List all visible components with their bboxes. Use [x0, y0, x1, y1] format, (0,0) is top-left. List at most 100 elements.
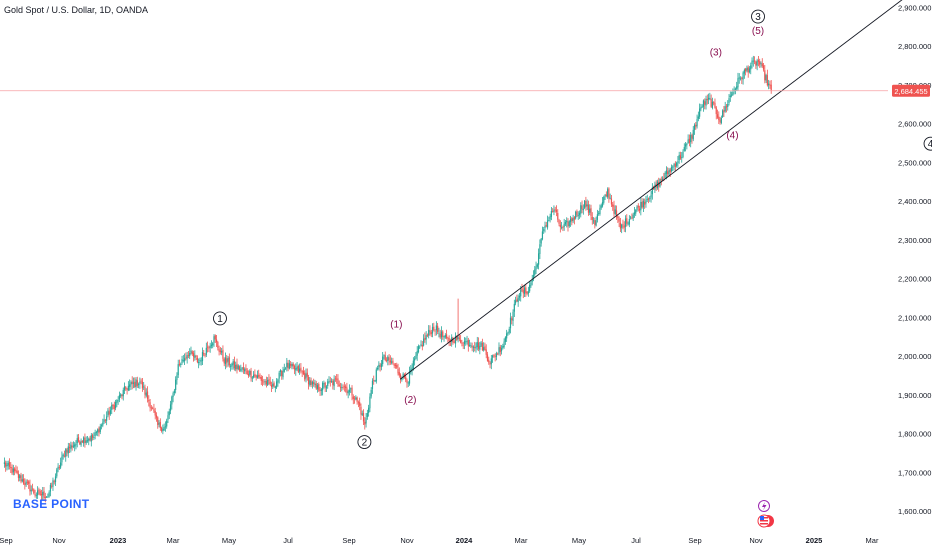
price-tick-label: 2,600.000 — [898, 120, 931, 129]
candle-body — [283, 368, 285, 372]
candle-body — [309, 380, 311, 386]
candle-body — [157, 417, 159, 425]
candle-body — [472, 346, 475, 348]
candle-body — [100, 425, 103, 427]
candle-body — [155, 415, 158, 418]
time-tick-label: May — [222, 536, 236, 545]
lightning-icon[interactable] — [758, 500, 770, 512]
candle-body — [509, 317, 512, 329]
candle-body — [366, 413, 368, 418]
candle-body — [80, 441, 82, 446]
candle-body — [710, 98, 712, 107]
candle-body — [498, 347, 500, 354]
candle-body — [318, 384, 320, 391]
wave-label-minor[interactable]: (2) — [404, 395, 416, 406]
candle-body — [253, 374, 255, 378]
candle-body — [89, 437, 91, 441]
candle-body — [571, 218, 573, 221]
wave-label-2[interactable]: 2 — [357, 435, 372, 449]
wave-label-1[interactable]: 1 — [213, 311, 227, 326]
candle-body — [483, 347, 485, 351]
candle-body — [376, 368, 379, 370]
price-axis[interactable]: 1,600.000 1,700.000 1,800.000 1,900.000 2,00… — [898, 3, 931, 516]
candle-body — [640, 201, 642, 211]
candle-body — [642, 201, 644, 208]
candle-body — [387, 356, 389, 361]
candle-body — [31, 488, 34, 490]
candle-body — [545, 225, 547, 227]
candle-body — [274, 386, 276, 388]
candle-body — [199, 359, 201, 362]
wave-label-minor[interactable]: (1) — [390, 320, 402, 331]
candle-body — [421, 344, 423, 347]
candle-body — [342, 387, 344, 389]
candle-body — [454, 336, 457, 344]
candle-body — [53, 481, 55, 483]
candle-body — [162, 429, 164, 432]
candle-body — [494, 356, 496, 358]
candle-body — [259, 376, 261, 379]
candle-body — [207, 346, 209, 348]
candle-body — [594, 220, 596, 225]
candle-body — [555, 209, 558, 212]
candle-body — [348, 389, 351, 393]
candle-body — [200, 360, 202, 362]
candle-body — [163, 427, 165, 431]
candle-body — [362, 413, 365, 422]
candle-body — [196, 357, 198, 363]
trendline[interactable] — [399, 0, 905, 380]
candle-body — [664, 172, 666, 178]
candle-body — [139, 381, 141, 384]
candle-body — [10, 467, 12, 469]
candle-body — [137, 383, 140, 385]
wave-label-minor[interactable]: (3) — [710, 47, 722, 58]
candle-body — [599, 207, 601, 215]
candle-body — [475, 346, 477, 349]
wave-label-4[interactable]: 4 — [923, 136, 932, 151]
candle-body — [117, 400, 119, 402]
candle-body — [51, 485, 53, 487]
candle-body — [497, 353, 499, 355]
candle-body — [577, 215, 579, 217]
candle-body — [320, 389, 322, 391]
candle-body — [411, 367, 413, 371]
candle-body — [6, 464, 8, 467]
candle-body — [52, 480, 54, 487]
candle-body — [388, 357, 390, 361]
time-tick-label: 2023 — [110, 536, 127, 545]
candle-body — [673, 164, 675, 166]
candle-body — [548, 220, 550, 221]
candle-body — [20, 475, 22, 482]
candle-body — [15, 470, 17, 472]
candle-body — [394, 364, 397, 366]
candle-body — [129, 384, 131, 387]
candle-body — [451, 337, 453, 342]
wave-label-3[interactable]: 3 — [751, 9, 765, 24]
candle-body — [30, 489, 32, 492]
wave-label-minor[interactable]: (5) — [752, 26, 764, 37]
candle-body — [113, 405, 115, 410]
candle-body — [12, 468, 14, 473]
candle-body — [603, 196, 605, 203]
candle-body — [526, 292, 528, 295]
candle-body — [552, 211, 554, 213]
price-tick-label: 1,900.000 — [898, 391, 931, 400]
candle-body — [226, 358, 228, 363]
candle-body — [8, 461, 11, 467]
candle-body — [553, 209, 555, 213]
candle-body — [522, 289, 524, 294]
candle-body — [604, 195, 606, 197]
candle-body — [479, 345, 481, 350]
candle-body — [213, 336, 215, 343]
wave-label-minor[interactable]: (4) — [726, 131, 738, 142]
candle-body — [530, 282, 532, 286]
candle-body — [433, 326, 435, 331]
us-flag-icon[interactable] — [757, 514, 774, 528]
candle-body — [670, 166, 673, 172]
candle-body — [722, 110, 724, 117]
candle-body — [723, 110, 725, 113]
time-axis[interactable]: Sep Nov 2023 Mar May Jul Sep Nov 2024 Mar May Jul Se… — [0, 536, 879, 545]
svg-text:3: 3 — [755, 12, 761, 23]
candle-body — [249, 370, 251, 375]
